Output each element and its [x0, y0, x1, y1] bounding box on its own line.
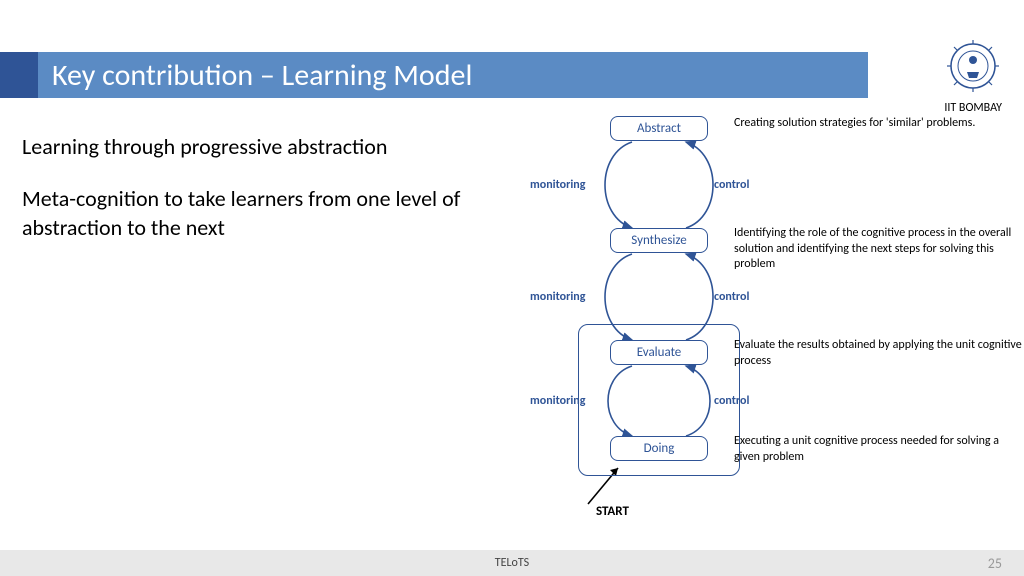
- page-number: 25: [988, 555, 1002, 572]
- start-label: START: [596, 504, 629, 519]
- node-label: Evaluate: [637, 345, 682, 360]
- institute-name: IIT BOMBAY: [944, 101, 1002, 115]
- footer-center: TELoTS: [495, 556, 529, 570]
- node-label: Abstract: [637, 121, 681, 136]
- node-abstract: Abstract: [610, 116, 708, 141]
- desc-abstract: Creating solution strategies for 'simila…: [734, 116, 1024, 132]
- loop-label-control: control: [714, 394, 749, 408]
- body-text: Learning through progressive abstraction…: [22, 132, 462, 265]
- title-stub: [0, 52, 38, 98]
- logo-area: IIT BOMBAY: [944, 38, 1002, 115]
- desc-evaluate: Evaluate the results obtained by applyin…: [734, 338, 1024, 369]
- institute-logo-icon: [945, 38, 1001, 94]
- page-title: Key contribution – Learning Model: [52, 57, 472, 94]
- node-synthesize: Synthesize: [610, 228, 708, 253]
- loop-label-monitoring: monitoring: [530, 290, 585, 304]
- loop-label-monitoring: monitoring: [530, 178, 585, 192]
- learning-model-diagram: Abstract Synthesize Evaluate Doing monit…: [500, 116, 1020, 526]
- desc-doing: Executing a unit cognitive process neede…: [734, 434, 1024, 465]
- loop-label-monitoring: monitoring: [530, 394, 585, 408]
- body-line-1: Learning through progressive abstraction: [22, 132, 462, 162]
- loop-label-control: control: [714, 178, 749, 192]
- node-label: Doing: [644, 441, 675, 456]
- title-bar: Key contribution – Learning Model: [0, 52, 868, 98]
- desc-synthesize: Identifying the role of the cognitive pr…: [734, 226, 1024, 273]
- body-line-2: Meta-cognition to take learners from one…: [22, 184, 462, 243]
- footer: TELoTS 25: [0, 550, 1024, 576]
- node-doing: Doing: [610, 436, 708, 461]
- title-main: Key contribution – Learning Model: [38, 52, 868, 98]
- loop-label-control: control: [714, 290, 749, 304]
- node-evaluate: Evaluate: [610, 340, 708, 365]
- node-label: Synthesize: [631, 233, 686, 248]
